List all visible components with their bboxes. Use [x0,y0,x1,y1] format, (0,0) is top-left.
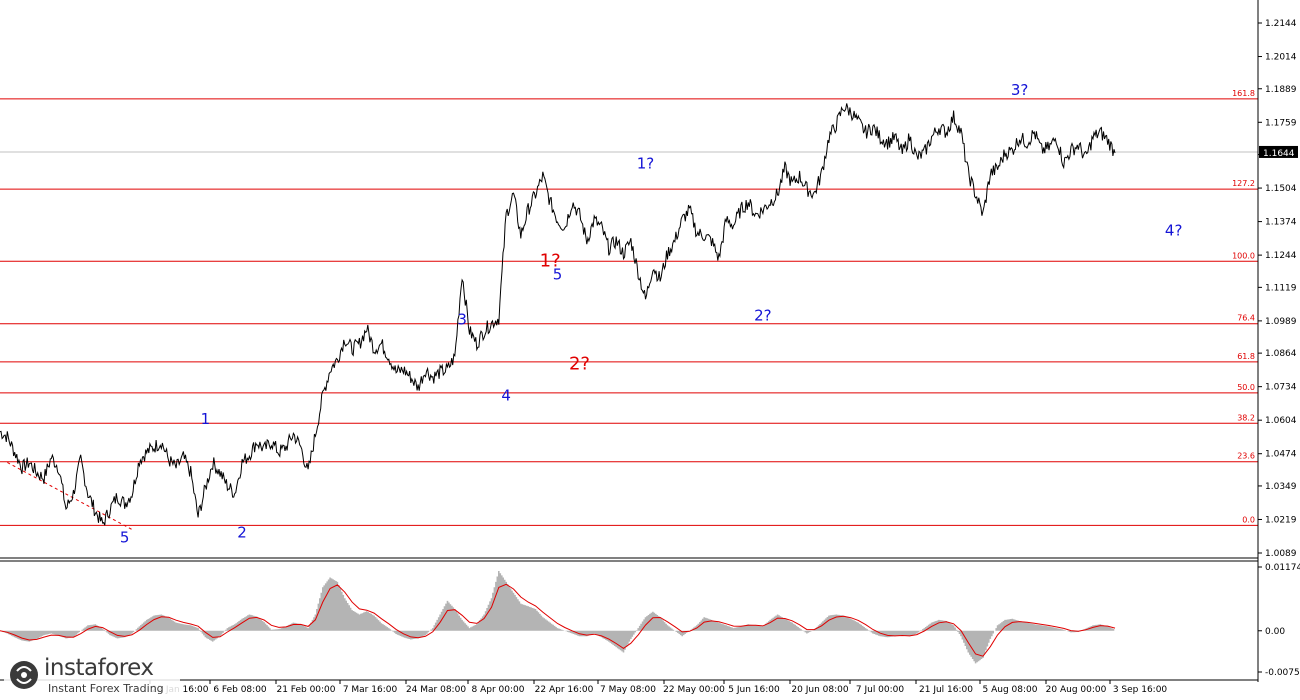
y-tick-label-16: 1.0089 [1265,549,1297,559]
y-tick-label-12: 1.0604 [1265,416,1297,426]
fib-label-8: 0.0 [1242,515,1255,524]
fib-label-3: 76.4 [1237,314,1255,323]
wave-label-4: 5 [120,528,130,546]
logo-sub: Instant Forex Trading [48,682,164,695]
wave-label-7: 2? [569,354,590,375]
osc-tick-label-2: -0.00759 [1265,668,1300,678]
x-tick-label-14: 20 Aug 00:00 [1046,685,1107,695]
x-tick-label-11: 7 Jul 00:00 [856,685,905,695]
current-price-label: 1.1644 [1263,149,1295,159]
y-tick-label-15: 1.0219 [1265,515,1297,525]
y-tick-label-7: 1.1244 [1265,251,1297,261]
y-tick-label-0: 1.2144 [1265,19,1297,29]
y-tick-label-6: 1.1374 [1265,218,1297,228]
x-tick-label-5: 8 Apr 00:00 [472,685,525,695]
x-tick-label-4: 24 Mar 08:00 [406,685,466,695]
current-price-badge [1259,145,1298,158]
wave-label-1: 2 [237,523,247,541]
y-tick-label-8: 1.1119 [1265,283,1297,293]
x-tick-label-0: 22 Jan 16:00 [152,685,209,695]
oscillator-histogram [0,571,1115,664]
oscillator-signal-line [0,583,1116,657]
wave-label-8: 1? [637,154,655,172]
x-tick-label-2: 21 Feb 00:00 [276,685,335,695]
fib-label-5: 50.0 [1237,383,1255,392]
fib-label-0: 161.8 [1232,89,1255,98]
wave-label-2: 3 [457,310,467,328]
x-tick-label-13: 5 Aug 08:00 [983,685,1038,695]
y-tick-label-14: 1.0349 [1265,482,1297,492]
wave-label-3: 4 [501,387,511,405]
osc-tick-label-0: 0.01174 [1265,563,1300,573]
y-tick-label-10: 1.0864 [1265,349,1297,359]
wave-label-10: 3? [1011,81,1029,99]
y-tick-label-13: 1.0474 [1265,450,1297,460]
fib-label-1: 127.2 [1232,179,1255,188]
fib-label-2: 100.0 [1232,251,1255,260]
wave-label-11: 4? [1165,222,1183,240]
wave-label-5: 5 [553,265,563,283]
wave-label-0: 1 [201,410,211,428]
x-tick-label-8: 22 May 00:00 [663,685,725,695]
instaforex-logo: instaforex Instant Forex Trading [4,655,180,695]
x-tick-label-10: 20 Jun 08:00 [791,685,848,695]
wave-label-9: 2? [754,307,772,325]
x-tick-label-1: 6 Feb 08:00 [213,685,267,695]
price-line [0,103,1116,526]
fib-levels: 161.8 127.2 100.0 76.4 61.8 50.0 38.2 23.6 0.0 [0,89,1258,530]
y-tick-label-5: 1.1504 [1265,184,1297,194]
y-tick-label-11: 1.0734 [1265,383,1297,393]
logo-mark-icon [10,661,38,689]
wave-label-6: 1? [540,250,561,271]
y-tick-label-3: 1.1759 [1265,118,1297,128]
fib-label-4: 61.8 [1237,352,1255,361]
osc-tick-label-1: 0.00 [1265,627,1285,637]
x-tick-label-7: 7 May 08:00 [600,685,656,695]
oscillator-panel: 0.01174 0.00 -0.00759 [0,563,1300,678]
price-series [0,103,1116,526]
y-tick-label-2: 1.1889 [1265,85,1297,95]
logo-word: instaforex [44,655,154,681]
x-tick-label-6: 22 Apr 16:00 [535,685,594,695]
x-tick-label-3: 7 Mar 16:00 [343,685,398,695]
x-tick-label-9: 5 Jun 16:00 [728,685,780,695]
x-tick-label-12: 21 Jul 16:00 [919,685,973,695]
x-tick-label-15: 3 Sep 16:00 [1113,685,1168,695]
y-tick-label-1: 1.2014 [1265,53,1297,63]
fib-label-7: 23.6 [1237,452,1255,461]
y-tick-label-9: 1.0989 [1265,317,1297,327]
fib-label-6: 38.2 [1237,413,1255,422]
